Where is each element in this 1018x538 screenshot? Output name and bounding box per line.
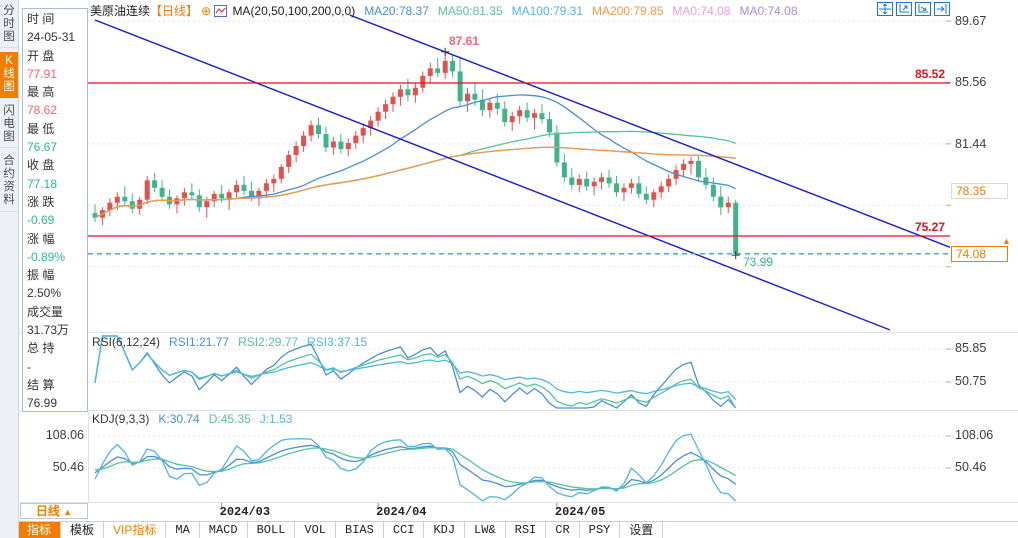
- toolbar-item-4[interactable]: MA: [166, 522, 200, 538]
- info-value-3: 78.62: [27, 103, 58, 118]
- main-y-axis-label: 81.44: [955, 137, 987, 151]
- toolbar-item-3[interactable]: VIP指标: [104, 522, 167, 538]
- quote-info-panel: 时 间 24-05-31 开 盘 77.91 最 高 78.62 最 低 76.67 收 盘 77…: [22, 8, 88, 412]
- info-label-2: 开 盘: [27, 48, 55, 63]
- ma-legend-item-5: MA0:74.08: [672, 4, 731, 18]
- symbol-title: 美原油连续: [90, 4, 151, 18]
- fit-vertical-icon[interactable]: [896, 2, 912, 16]
- info-label-9: 成交量: [27, 304, 64, 319]
- kdj-legend-item-2: D:45.35: [208, 412, 251, 426]
- rsi-header: RSI(6,12,24) RSI1:21.77 RSI2:29.77 RSI3:37.…: [92, 335, 367, 349]
- info-label-11: 结 算: [27, 377, 55, 392]
- main-rsi-separator: [18, 332, 1018, 333]
- info-label-6: 涨 跌: [27, 194, 55, 209]
- chart-header: 美原油连续【日线】 ⊕ MA(20,50,100,200,0,0) MA20:78.…: [18, 0, 1018, 19]
- last-price-badge: 74.08: [951, 246, 1008, 262]
- kdj-legend-item-3: J:1.53: [259, 412, 293, 426]
- kdj-legend-item-1: K:30.74: [158, 412, 200, 426]
- toolbar-item-7[interactable]: VOL: [295, 522, 337, 538]
- resistance-level-label: 85.52: [914, 67, 945, 81]
- ma-legend-item-6: MA0:74.08: [739, 4, 798, 18]
- rsi-y-axis-label: 50.75: [955, 374, 987, 388]
- period-high-label: 87.61: [449, 34, 480, 48]
- info-value-6: -0.69: [27, 213, 55, 228]
- kdj-y-axis-label-right: 108.06: [955, 428, 994, 442]
- ma-chart-icon: [214, 4, 228, 18]
- info-value-7: -0.89%: [27, 249, 66, 264]
- info-label-4: 最 低: [27, 121, 55, 136]
- sidebar-tab-1[interactable]: 分时图: [0, 2, 18, 48]
- kdj-y-axis-label-right: 50.46: [955, 460, 987, 474]
- info-value-10: -: [27, 359, 31, 374]
- toolbar-item-12[interactable]: RSI: [506, 522, 547, 538]
- fit-horizontal-icon[interactable]: [915, 2, 931, 16]
- period-selector-button[interactable]: 日线 ▲: [20, 503, 88, 519]
- toolbar-item-14[interactable]: PSY: [580, 522, 621, 538]
- jump-latest-icon[interactable]: [934, 2, 950, 16]
- price-up-arrow-icon: ▲: [1002, 236, 1011, 246]
- rsi-formula: RSI(6,12,24): [92, 335, 161, 349]
- period-low-label: 73.99: [743, 255, 774, 269]
- toolbar-item-15[interactable]: 设置: [620, 522, 664, 538]
- kdj-xaxis-separator: [18, 502, 1018, 503]
- toolbar-item-1[interactable]: 指标: [18, 522, 62, 538]
- x-axis-tick-label-3: 2024/05: [554, 505, 606, 519]
- toolbar-item-11[interactable]: LW&: [465, 522, 506, 538]
- toolbar-item-8[interactable]: BIAS: [336, 522, 384, 538]
- toolbar-item-9[interactable]: CCI: [384, 522, 425, 538]
- kdj-y-axis-label-left: 108.06: [45, 428, 84, 442]
- info-value-8: 2.50%: [27, 286, 62, 301]
- kdj-axis-border: [88, 412, 89, 503]
- info-label-7: 涨 幅: [27, 231, 55, 246]
- info-value-9: 31.73万: [27, 323, 70, 338]
- ma-legend-item-3: MA100:79.31: [511, 4, 584, 18]
- prev-settle-badge: 78.35: [951, 183, 1008, 199]
- support-level-label: 75.27: [914, 220, 945, 234]
- toolbar-item-13[interactable]: CR: [546, 522, 580, 538]
- period-dropdown-arrow-icon: ▲: [63, 507, 73, 517]
- x-axis-tick-label-1: 2024/03: [219, 505, 271, 519]
- info-label-1: 时 间: [27, 12, 55, 26]
- kdj-y-axis-label-left: 50.46: [52, 460, 84, 474]
- info-value-2: 77.91: [27, 66, 58, 81]
- ma-legend-item-4: MA200:79.85: [592, 4, 664, 18]
- rsi-y-axis-label: 85.85: [955, 341, 987, 355]
- main-y-axis-label: 89.67: [955, 14, 987, 28]
- rsi-legend-item-2: RSI2:29.77: [238, 335, 299, 349]
- kdj-formula: KDJ(9,3,3): [92, 412, 150, 426]
- info-value-1: 24-05-31: [27, 30, 76, 45]
- toolbar-item-5[interactable]: MACD: [200, 522, 248, 538]
- ma-legend-item-1: MA20:78.37: [364, 4, 429, 18]
- info-label-10: 总 持: [27, 341, 55, 356]
- info-value-11: 76.99: [27, 396, 58, 411]
- kdj-header: KDJ(9,3,3) K:30.74 D:45.35 J:1.53: [92, 412, 292, 426]
- period-tag: 【日线】: [150, 4, 199, 18]
- pan-icon[interactable]: [877, 2, 893, 16]
- info-label-3: 最 高: [27, 85, 55, 100]
- toolbar-item-2[interactable]: 模板: [61, 522, 105, 538]
- sidebar-tab-4[interactable]: 合约资料: [0, 152, 18, 212]
- rsi-legend-item-1: RSI1:21.77: [169, 335, 230, 349]
- info-label-5: 收 盘: [27, 158, 55, 173]
- info-value-5: 77.18: [27, 176, 58, 191]
- main-y-axis-label: 85.56: [955, 75, 987, 89]
- info-label-8: 振 幅: [27, 268, 55, 283]
- ma-formula: MA(20,50,100,200,0,0): [232, 4, 356, 18]
- ma-legend-item-2: MA50:81.35: [437, 4, 503, 18]
- indicator-toolbar: 指标 模板 VIP指标 MA MACD BOLL VOL BIAS CCI KDJ LW& RSI CR…: [18, 521, 1018, 538]
- rsi-kdj-separator: [18, 410, 1018, 411]
- info-value-4: 76.67: [27, 140, 58, 155]
- x-axis-tick-label-2: 2024/04: [376, 505, 427, 519]
- circle-plus-icon[interactable]: ⊕: [201, 4, 212, 18]
- rsi-legend-item-3: RSI3:37.15: [307, 335, 368, 349]
- toolbar-item-6[interactable]: BOLL: [248, 522, 296, 538]
- toolbar-item-10[interactable]: KDJ: [424, 522, 466, 538]
- sidebar-tab-3[interactable]: 闪电图: [0, 102, 18, 148]
